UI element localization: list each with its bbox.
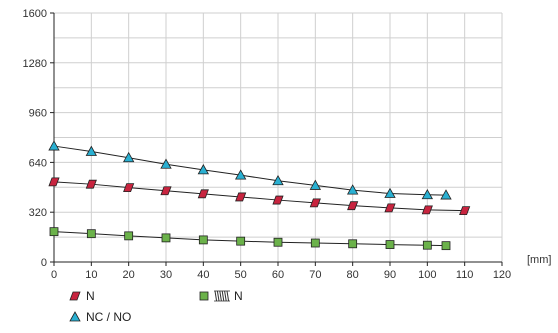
series-line [53,145,447,196]
series-line [53,181,465,212]
data-point [309,198,321,208]
y-tick-label: 0 [41,257,47,269]
data-point [234,169,247,180]
spring-coil [221,290,225,302]
data-point [198,235,208,245]
data-point [421,188,434,200]
x-tick-label: 10 [85,269,97,281]
data-point [160,186,172,196]
data-point [441,241,451,251]
x-tick-label: 0 [51,269,57,281]
data-point [346,184,359,195]
spring-coil [219,290,222,302]
y-tick-label: 1600 [23,8,47,20]
data-point [123,183,135,193]
data-point [347,201,359,211]
data-point [385,240,395,249]
x-tick-label: 70 [309,269,321,281]
data-point [197,164,210,175]
x-tick-label: 60 [272,269,284,281]
data-point [440,189,452,200]
data-point [384,203,396,213]
spring-icon [214,290,230,302]
data-point [272,174,284,186]
legend-marker [69,311,81,322]
legend-label: NC / NO [86,310,131,324]
x-tick-label: 110 [456,269,474,281]
data-point [161,233,171,243]
series-1 [48,177,471,216]
data-point [48,140,60,151]
series-layer [48,140,471,251]
legend-marker [69,291,81,301]
legend-item-1: N [69,289,95,303]
legend: N NC / NO N [69,289,243,324]
legend-marker [199,291,209,301]
x-tick-label: 40 [197,269,209,281]
data-point [272,195,284,205]
data-point [310,238,320,248]
x-tick-label: 120 [493,269,511,281]
data-point [122,151,135,163]
x-tick-label: 90 [384,269,396,281]
data-point [421,205,433,215]
data-point [236,236,246,246]
data-point [85,145,98,156]
data-point [348,239,358,249]
data-point [86,229,96,239]
axes: 0 10 20 30 40 50 60 70 80 90 100 110 120 0 320 640 960 12… [23,8,512,281]
legend-item-2: NC / NO [69,310,131,324]
spring-coil [224,290,227,302]
data-point [160,158,172,169]
y-tick-label: 960 [29,108,47,120]
data-point [197,189,209,199]
data-point [235,192,247,202]
data-point [124,231,134,241]
x-tick-label: 50 [235,269,247,281]
data-point [273,237,283,247]
grid [54,12,503,262]
x-tick-label: 20 [123,269,135,281]
data-point [48,177,60,187]
data-point [422,240,432,250]
series-line [53,231,447,247]
legend-item-3: N [199,289,243,303]
data-point [85,179,97,189]
x-tick-label: 80 [347,269,359,281]
series-3 [49,227,451,251]
data-point [309,179,322,190]
legend-label: N [86,289,95,303]
spring-coil [214,290,218,302]
x-tick-label: 30 [160,269,172,281]
spring-coil [226,290,230,302]
y-tick-label: 1280 [23,58,47,70]
x-unit-label: [mm] [527,254,551,266]
spring-coil [216,290,220,302]
legend-label: N [234,289,243,303]
data-point [49,227,59,237]
data-point [459,206,471,216]
x-tick-label: 100 [418,269,436,281]
y-tick-label: 320 [29,207,47,219]
data-point [384,187,396,198]
y-tick-label: 640 [29,157,47,169]
series-2 [48,140,452,200]
